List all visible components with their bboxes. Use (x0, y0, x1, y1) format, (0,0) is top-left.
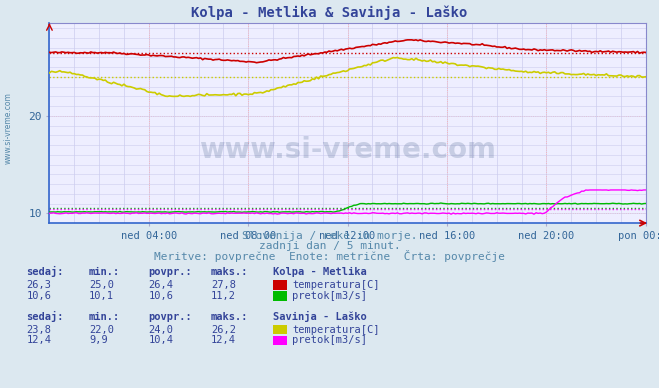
Text: www.si-vreme.com: www.si-vreme.com (3, 92, 13, 164)
Text: pretok[m3/s]: pretok[m3/s] (292, 335, 367, 345)
Text: 25,0: 25,0 (89, 280, 114, 290)
Text: zadnji dan / 5 minut.: zadnji dan / 5 minut. (258, 241, 401, 251)
Text: www.si-vreme.com: www.si-vreme.com (199, 136, 496, 164)
Text: Savinja - Laško: Savinja - Laško (273, 311, 367, 322)
Text: 27,8: 27,8 (211, 280, 236, 290)
Text: min.:: min.: (89, 267, 120, 277)
Text: maks.:: maks.: (211, 267, 248, 277)
Text: 24,0: 24,0 (148, 324, 173, 334)
Text: Kolpa - Metlika: Kolpa - Metlika (273, 267, 367, 277)
Text: pretok[m3/s]: pretok[m3/s] (292, 291, 367, 301)
Text: 26,2: 26,2 (211, 324, 236, 334)
Text: 9,9: 9,9 (89, 335, 107, 345)
Text: 12,4: 12,4 (26, 335, 51, 345)
Text: 12,4: 12,4 (211, 335, 236, 345)
Text: 26,4: 26,4 (148, 280, 173, 290)
Text: Kolpa - Metlika & Savinja - Laško: Kolpa - Metlika & Savinja - Laško (191, 6, 468, 20)
Text: temperatura[C]: temperatura[C] (292, 324, 380, 334)
Text: 10,6: 10,6 (148, 291, 173, 301)
Text: 10,1: 10,1 (89, 291, 114, 301)
Text: povpr.:: povpr.: (148, 267, 192, 277)
Text: Meritve: povprečne  Enote: metrične  Črta: povprečje: Meritve: povprečne Enote: metrične Črta:… (154, 250, 505, 262)
Text: temperatura[C]: temperatura[C] (292, 280, 380, 290)
Text: povpr.:: povpr.: (148, 312, 192, 322)
Text: Slovenija / reke in morje.: Slovenija / reke in morje. (242, 231, 417, 241)
Text: maks.:: maks.: (211, 312, 248, 322)
Text: sedaj:: sedaj: (26, 311, 64, 322)
Text: 23,8: 23,8 (26, 324, 51, 334)
Text: 26,3: 26,3 (26, 280, 51, 290)
Text: sedaj:: sedaj: (26, 267, 64, 277)
Text: 11,2: 11,2 (211, 291, 236, 301)
Text: 10,4: 10,4 (148, 335, 173, 345)
Text: 22,0: 22,0 (89, 324, 114, 334)
Text: min.:: min.: (89, 312, 120, 322)
Text: 10,6: 10,6 (26, 291, 51, 301)
